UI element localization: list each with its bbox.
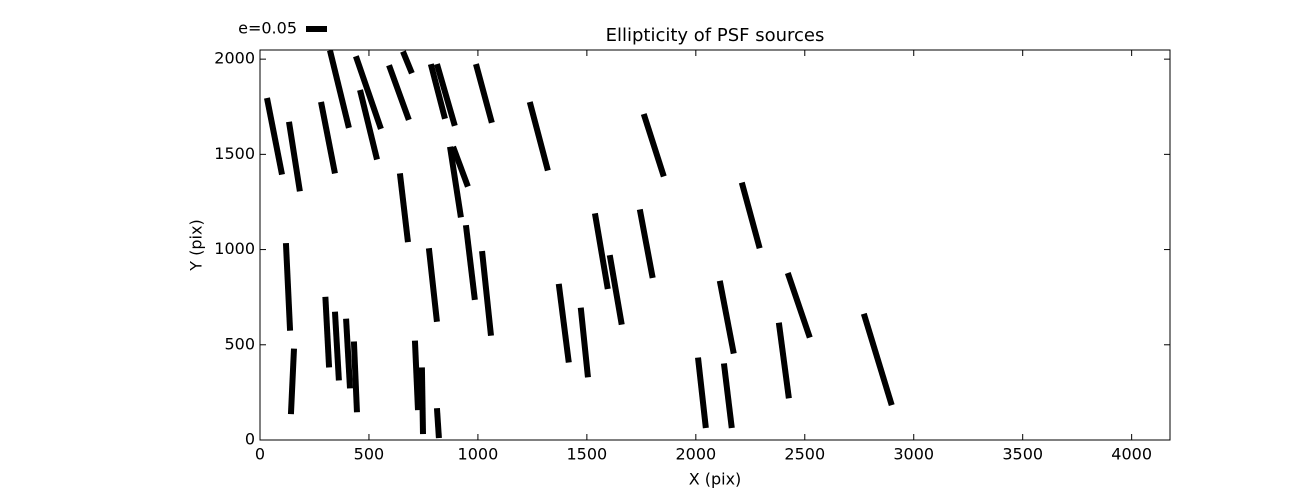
ellipticity-stick <box>640 113 667 178</box>
ellipticity-stick <box>555 283 572 363</box>
y-axis-label: Y (pix) <box>187 219 206 271</box>
x-tick-label: 1000 <box>458 445 499 464</box>
ellipticity-stick <box>331 311 342 381</box>
ellipticity-stick <box>695 357 709 429</box>
y-tick-label: 1000 <box>214 239 255 258</box>
x-tick-label: 3500 <box>1002 445 1043 464</box>
ellipticity-stick <box>479 250 494 336</box>
ellipticity-stick <box>411 340 421 411</box>
ellipticity-stick <box>425 247 440 323</box>
chart-title: Ellipticity of PSF sources <box>606 25 825 46</box>
ellipticity-stick <box>357 89 380 161</box>
ellipticity-stick <box>591 212 611 290</box>
ellipticity-stick <box>286 121 303 192</box>
ellipticity-stick <box>287 348 297 415</box>
y-tick-label: 0 <box>245 430 255 449</box>
ellipticity-stick <box>433 408 442 439</box>
x-tick-label: 500 <box>354 445 385 464</box>
y-tick-label: 1500 <box>214 144 255 163</box>
ellipticity-stick <box>606 254 625 326</box>
ellipticity-stick <box>322 296 333 368</box>
y-tick-label: 2000 <box>214 49 255 68</box>
legend-label: e=0.05 <box>238 19 297 38</box>
ellipticity-stick <box>462 224 478 301</box>
ellipticity-stick <box>386 64 412 121</box>
axes-frame <box>259 49 1171 441</box>
ellipticity-stick <box>775 322 792 399</box>
ellipticity-stick <box>353 55 384 130</box>
ellipticity-stick <box>720 363 735 429</box>
ellipticity-stick <box>418 367 426 435</box>
ellipticity-stick <box>282 242 294 331</box>
ellipticity-stick <box>264 97 285 176</box>
ellipticity-stick <box>396 173 411 243</box>
x-tick-label: 2500 <box>784 445 825 464</box>
ellipticity-stick <box>526 101 551 172</box>
ellipticity-stick <box>350 341 360 413</box>
ellipticity-stick <box>327 50 352 129</box>
ellipticity-stick <box>784 272 813 339</box>
ellipticity-stick <box>738 181 763 250</box>
ellipticity-stick <box>716 280 737 355</box>
ellipticity-stick <box>318 101 338 174</box>
x-axis-label: X (pix) <box>689 470 742 489</box>
ellipticity-stick <box>434 63 458 127</box>
plot-area <box>264 50 895 439</box>
ellipticity-stick <box>343 318 353 389</box>
ellipticity-stick <box>577 307 591 378</box>
ellipticity-stick <box>427 63 448 120</box>
x-tick-label: 0 <box>255 445 265 464</box>
x-tick-label: 4000 <box>1111 445 1152 464</box>
ellipticity-stick <box>450 145 471 188</box>
x-tick-label: 1500 <box>567 445 608 464</box>
ellipticity-stick <box>473 63 495 124</box>
ellipticity-stick <box>860 312 895 407</box>
y-tick-label: 500 <box>224 334 255 353</box>
x-tick-label: 2000 <box>675 445 716 464</box>
ellipticity-stick <box>636 208 656 279</box>
ellipticity-stick <box>400 50 415 75</box>
ellipticity-stick <box>447 146 464 218</box>
x-tick-label: 3000 <box>893 445 934 464</box>
